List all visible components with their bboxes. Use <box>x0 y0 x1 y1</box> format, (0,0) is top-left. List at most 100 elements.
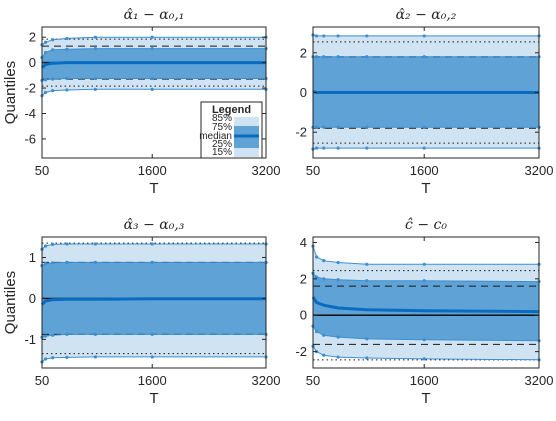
quantile-point <box>43 262 48 266</box>
y-tick-label: -2 <box>295 125 307 140</box>
quantile-point <box>322 333 326 337</box>
y-tick-label: 0 <box>29 55 36 70</box>
quantile-point <box>365 337 369 341</box>
quantile-point <box>51 48 55 52</box>
quantile-point <box>365 262 369 266</box>
legend-item-label: 75% <box>212 122 232 133</box>
quantile-point <box>65 355 69 359</box>
quantile-point <box>322 34 326 38</box>
quantile-point <box>51 261 55 265</box>
x-tick-label: 3200 <box>525 373 554 388</box>
quantile-point <box>422 55 426 59</box>
quantile-point <box>150 355 154 359</box>
quantile-point <box>93 242 97 246</box>
quantile-point <box>43 244 48 248</box>
quantile-point <box>43 50 48 55</box>
quantile-point <box>314 330 319 334</box>
quantile-line <box>41 356 266 363</box>
x-tick-label: 50 <box>306 373 320 388</box>
y-tick-label: -4 <box>24 106 36 121</box>
quantile-line <box>312 245 539 265</box>
quantile-point <box>422 279 426 283</box>
panel-3: 1 0 -1 50 1600 3200 α̂₃ − α₀,₃ T Quantiles <box>2 217 280 407</box>
y-tick-label: -2 <box>24 81 36 96</box>
quantile-point <box>314 55 319 59</box>
median-line <box>41 61 266 69</box>
x-tick-label: 50 <box>306 163 320 178</box>
y-tick-label: -2 <box>295 344 307 359</box>
x-tick-label: 1600 <box>138 373 167 388</box>
y-tick-label: 0 <box>300 85 307 100</box>
quantile-point <box>93 260 97 264</box>
panel-title: α̂₂ − α₀,₂ <box>396 7 457 23</box>
quantile-point <box>65 76 69 81</box>
panel-title: α̂₃ − α₀,₃ <box>124 217 185 233</box>
y-axis-label: Quantiles <box>2 61 19 124</box>
quantile-point <box>336 55 340 59</box>
quantile-point <box>365 125 369 129</box>
quantile-point <box>422 357 426 361</box>
quantile-line <box>41 88 266 97</box>
inner-band <box>313 273 539 341</box>
quantile-point <box>93 35 97 39</box>
quantile-point <box>65 36 69 41</box>
quantile-line <box>312 147 539 150</box>
quantile-point <box>51 88 55 93</box>
quantile-point <box>150 332 154 337</box>
quantile-point <box>365 146 369 150</box>
quantile-point <box>422 146 426 150</box>
median-line <box>311 296 540 314</box>
axes-frame <box>41 26 267 159</box>
x-tick-label: 1600 <box>138 163 167 178</box>
quantile-point <box>336 125 340 129</box>
legend-item-label: median <box>199 131 232 142</box>
x-axis-label: T <box>421 180 430 197</box>
quantile-point <box>51 333 55 337</box>
y-tick-label: 4 <box>300 235 307 250</box>
quantile-point <box>314 34 319 38</box>
axes-frame <box>312 236 540 369</box>
quantile-point <box>65 88 69 92</box>
quantile-point <box>336 34 340 38</box>
quantile-point <box>365 279 369 283</box>
quantile-point <box>51 38 55 42</box>
legend-item-label: 25% <box>212 139 232 150</box>
quantile-point <box>150 242 154 246</box>
quantile-line <box>312 34 539 37</box>
quantile-point <box>422 34 426 38</box>
quantile-point <box>150 87 154 91</box>
quantile-point <box>93 87 97 91</box>
quantile-point <box>314 146 319 150</box>
median-line <box>40 297 266 306</box>
quantile-point <box>314 275 319 279</box>
y-tick-label: 2 <box>300 271 307 286</box>
quantile-point <box>51 356 55 360</box>
quantile-point <box>43 334 48 338</box>
y-axis-label: Quantiles <box>2 271 19 334</box>
quantile-point <box>65 242 69 246</box>
quantile-point <box>150 260 154 264</box>
quantile-point <box>93 47 97 51</box>
quantile-point <box>336 260 340 265</box>
quantile-point <box>43 90 48 95</box>
quantile-point <box>93 76 97 81</box>
x-axis-label: T <box>149 390 158 407</box>
x-tick-label: 1600 <box>410 373 439 388</box>
quantile-point <box>365 55 369 59</box>
x-tick-label: 1600 <box>410 163 439 178</box>
x-tick-label: 50 <box>35 163 49 178</box>
quantile-point <box>43 357 48 361</box>
quantile-point <box>65 260 69 264</box>
y-tick-label: 2 <box>29 30 36 45</box>
quantile-point <box>43 78 48 82</box>
quantile-point <box>150 35 154 39</box>
legend-item-label: 15% <box>212 147 232 158</box>
quantile-point <box>422 262 426 266</box>
quantile-point <box>322 353 326 357</box>
panel-4: 4 2 0 -2 50 1600 3200 ĉ − c₀ T <box>295 217 553 407</box>
quantile-point <box>322 259 326 263</box>
inner-band <box>42 48 266 81</box>
quantile-point <box>336 355 340 359</box>
quantile-point <box>322 55 326 59</box>
